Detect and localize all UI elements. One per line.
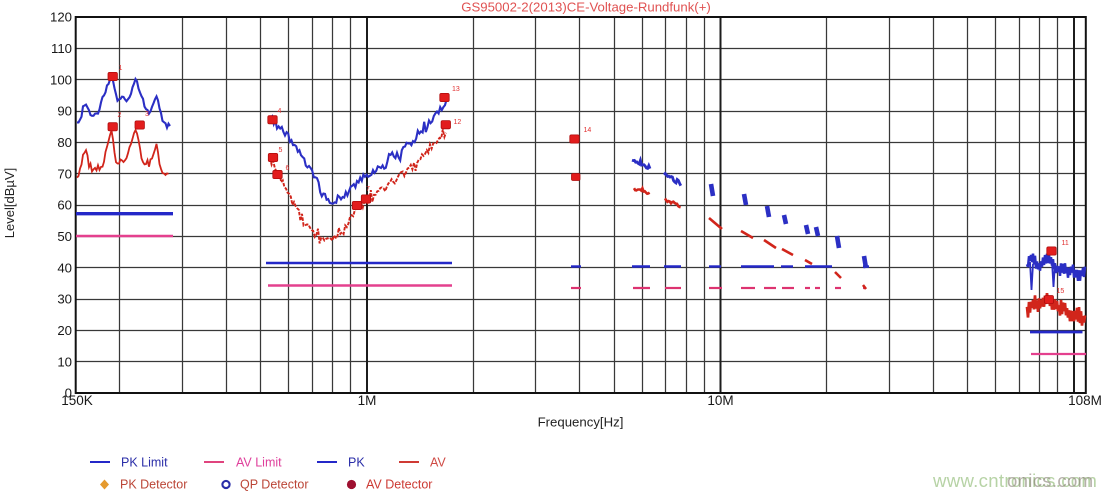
- svg-text:15: 15: [1057, 288, 1065, 295]
- svg-text:108M: 108M: [1068, 393, 1102, 408]
- svg-text:5: 5: [279, 147, 283, 154]
- svg-text:PK Detector: PK Detector: [120, 478, 187, 492]
- svg-text:50: 50: [57, 229, 72, 244]
- svg-text:70: 70: [57, 166, 72, 181]
- svg-text:12: 12: [454, 119, 462, 126]
- svg-text:110: 110: [51, 41, 72, 56]
- svg-text:60: 60: [57, 198, 72, 213]
- svg-text:90: 90: [57, 104, 72, 119]
- svg-text:2: 2: [118, 112, 122, 119]
- svg-text:30: 30: [57, 292, 72, 307]
- svg-text:PK: PK: [348, 456, 365, 470]
- svg-text:Frequency[Hz]: Frequency[Hz]: [538, 415, 624, 430]
- svg-text:120: 120: [50, 10, 72, 25]
- svg-text:13: 13: [452, 86, 460, 93]
- svg-text:3: 3: [145, 111, 149, 118]
- svg-text:14: 14: [584, 127, 592, 134]
- svg-text:10M: 10M: [707, 393, 733, 408]
- svg-text:150K: 150K: [61, 393, 93, 408]
- svg-text:QP Detector: QP Detector: [240, 478, 309, 492]
- svg-text:AV: AV: [430, 456, 446, 470]
- svg-text:AV Limit: AV Limit: [236, 456, 282, 470]
- svg-text:7: 7: [366, 186, 370, 193]
- svg-text:80: 80: [57, 135, 72, 150]
- svg-text:GS95002-2(2013)CE-Voltage-Rund: GS95002-2(2013)CE-Voltage-Rundfunk(+): [461, 0, 711, 15]
- svg-text:100: 100: [50, 72, 72, 87]
- svg-text:10: 10: [57, 354, 72, 369]
- svg-text:Level[dBµV]: Level[dBµV]: [2, 168, 17, 238]
- svg-text:onics.com: onics.com: [1007, 470, 1093, 491]
- svg-text:11: 11: [1062, 240, 1069, 247]
- svg-text:0: 0: [65, 386, 72, 401]
- svg-text:4: 4: [278, 108, 282, 115]
- svg-text:40: 40: [57, 260, 72, 275]
- svg-text:6: 6: [286, 165, 290, 172]
- svg-text:AV Detector: AV Detector: [366, 478, 432, 492]
- svg-text:20: 20: [57, 323, 72, 338]
- svg-text:www.cntronics.com: www.cntronics.com: [932, 470, 1097, 491]
- svg-text:1M: 1M: [358, 393, 377, 408]
- svg-text:PK Limit: PK Limit: [121, 456, 168, 470]
- svg-text:1: 1: [119, 65, 123, 72]
